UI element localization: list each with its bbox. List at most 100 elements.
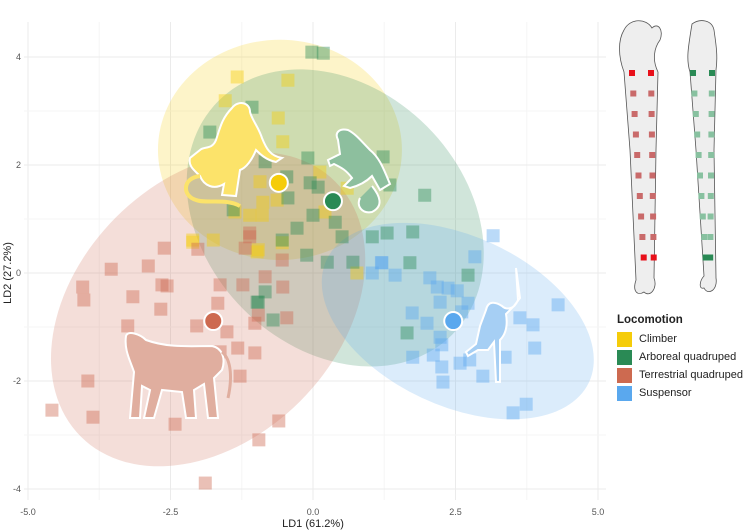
legend-label: Climber <box>639 333 677 345</box>
landmark-square <box>639 234 646 240</box>
data-point <box>374 256 388 270</box>
data-point <box>186 235 200 249</box>
data-point <box>250 295 264 309</box>
data-point <box>328 215 342 229</box>
data-point <box>253 175 267 189</box>
legend-label: Terrestrial quadruped <box>639 369 743 381</box>
data-point <box>300 248 314 262</box>
bone-landmark-squares <box>629 70 715 261</box>
landmark-square <box>649 193 656 199</box>
landmark-square <box>697 172 703 179</box>
data-point <box>243 226 257 240</box>
landmark-square <box>708 152 715 158</box>
legend-title: Locomotion <box>617 314 683 326</box>
data-point <box>258 270 272 284</box>
data-point <box>77 293 91 307</box>
data-point <box>236 278 250 292</box>
data-point <box>251 308 265 322</box>
landmark-square <box>648 111 655 117</box>
data-point <box>243 230 257 244</box>
data-point <box>281 191 295 205</box>
data-point <box>513 311 527 325</box>
axes: -5.0 -2.5 0.0 2.5 5.0 -4 -2 0 2 4 LD1 (61.2%) LD2 (… <box>2 52 604 530</box>
data-point <box>154 302 168 316</box>
data-point <box>160 279 174 293</box>
suspensor-silhouette-icon <box>464 267 522 383</box>
bone-landmarks-terrestrial-icon <box>619 20 662 295</box>
legend-label: Arboreal quadruped <box>639 351 737 363</box>
data-point <box>206 233 220 247</box>
data-point <box>476 369 490 383</box>
data-point <box>226 203 240 217</box>
data-point <box>290 221 304 235</box>
landmark-square <box>694 131 701 138</box>
data-point <box>301 151 315 165</box>
y-tick-label: 0 <box>16 268 21 278</box>
landmark-square <box>690 70 696 76</box>
data-point <box>251 243 265 257</box>
landmark-square <box>702 254 709 261</box>
landmark-square <box>650 254 657 261</box>
data-point <box>430 280 444 294</box>
data-point <box>468 250 482 264</box>
legend-swatch <box>617 385 632 401</box>
landmark-square <box>632 131 639 138</box>
landmark-square <box>707 254 714 261</box>
arboreal-quadruped-silhouette-icon <box>326 128 392 214</box>
data-point <box>498 350 512 364</box>
data-point <box>233 369 247 383</box>
data-point <box>276 135 290 149</box>
landmark-square <box>707 193 714 199</box>
mean-marker <box>322 191 343 212</box>
landmark-square <box>648 131 655 138</box>
landmark-square <box>692 111 699 117</box>
landmark-square <box>648 90 655 97</box>
data-point <box>155 278 169 292</box>
landmark-square <box>701 234 708 240</box>
data-point <box>280 311 294 325</box>
data-point <box>406 350 420 364</box>
landmark-square <box>699 213 706 220</box>
x-tick-label: -2.5 <box>163 507 179 517</box>
data-point <box>248 316 262 330</box>
data-point <box>141 259 155 273</box>
x-tick-label: 0.0 <box>307 507 320 517</box>
data-point <box>230 70 244 84</box>
data-point <box>190 319 204 333</box>
landmark-square <box>707 213 714 220</box>
data-point <box>272 414 286 428</box>
landmark-square <box>638 213 645 220</box>
data-point <box>255 208 269 222</box>
data-point <box>203 125 217 139</box>
data-point <box>420 316 434 330</box>
y-tick-label: -2 <box>13 376 21 386</box>
data-point <box>250 245 264 259</box>
landmark-square <box>636 193 643 199</box>
legend-swatch <box>617 331 632 347</box>
data-point <box>311 180 325 194</box>
data-point <box>519 397 533 411</box>
data-point <box>104 262 118 276</box>
mean-marker <box>268 172 289 193</box>
terrestrial-quadruped-silhouette-icon <box>124 332 232 419</box>
data-point <box>346 255 360 269</box>
data-point <box>270 193 284 207</box>
data-point <box>275 236 289 250</box>
data-point <box>418 188 432 202</box>
landmark-square <box>691 90 698 97</box>
data-point <box>86 410 100 424</box>
data-point <box>436 375 450 389</box>
legend-swatch <box>617 367 632 383</box>
data-point <box>256 195 270 209</box>
x-tick-label: 2.5 <box>449 507 462 517</box>
data-point <box>320 255 334 269</box>
data-point <box>423 271 437 285</box>
x-axis-label: LD1 (61.2%) <box>282 518 344 530</box>
data-point <box>45 403 59 417</box>
data-point <box>461 296 475 310</box>
y-tick-label: 4 <box>16 52 21 62</box>
data-point <box>275 233 289 247</box>
data-point <box>276 280 290 294</box>
x-tick-label: -5.0 <box>20 507 36 517</box>
data-point <box>251 295 265 309</box>
